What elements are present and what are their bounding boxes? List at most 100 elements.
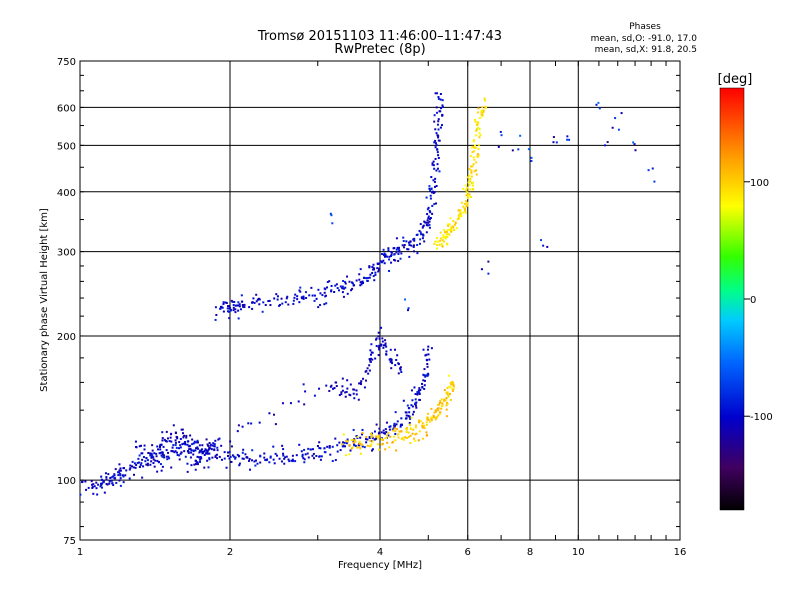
data-point <box>211 444 214 447</box>
data-point <box>170 466 173 469</box>
data-point <box>476 156 479 159</box>
data-point <box>302 296 305 299</box>
data-point <box>363 446 366 449</box>
data-point <box>468 174 471 177</box>
data-point <box>179 438 182 441</box>
data-point <box>606 141 609 144</box>
data-point <box>470 169 473 172</box>
data-point <box>358 273 361 276</box>
data-point <box>380 431 383 434</box>
data-point <box>397 246 400 249</box>
data-point <box>100 482 103 485</box>
data-point <box>439 237 442 240</box>
data-point <box>444 237 447 240</box>
data-point <box>344 391 347 394</box>
data-point <box>346 440 349 443</box>
data-point <box>291 458 294 461</box>
data-point <box>384 428 387 431</box>
data-point <box>135 445 138 448</box>
data-point <box>232 306 235 309</box>
data-point <box>428 220 431 223</box>
data-point <box>459 213 462 216</box>
y-tick-label: 75 <box>63 536 76 547</box>
data-point <box>118 469 121 472</box>
data-point <box>138 445 141 448</box>
data-point <box>207 448 210 451</box>
stats-line-x: mean, sd,X: 91.8, 20.5 <box>595 45 697 55</box>
data-point <box>315 454 318 457</box>
data-point <box>429 197 432 200</box>
data-point <box>331 445 334 448</box>
data-point <box>462 211 465 214</box>
x-tick-label: 16 <box>674 547 687 558</box>
data-point <box>429 189 432 192</box>
data-point <box>139 464 142 467</box>
data-point <box>468 178 471 181</box>
data-point <box>202 451 205 454</box>
data-point <box>167 451 170 454</box>
data-point <box>397 372 400 375</box>
data-point <box>651 167 654 170</box>
data-point <box>107 473 110 476</box>
data-point <box>441 405 444 408</box>
data-point <box>313 394 316 397</box>
data-point <box>465 205 468 208</box>
data-point <box>119 469 122 472</box>
data-point <box>187 451 190 454</box>
data-point <box>404 436 407 439</box>
data-point <box>458 213 461 216</box>
data-point <box>354 439 357 442</box>
data-point <box>428 209 431 212</box>
data-point <box>620 112 623 115</box>
data-point <box>477 107 480 110</box>
data-point <box>330 289 333 292</box>
data-point <box>340 443 343 446</box>
data-point <box>406 404 409 407</box>
data-point <box>421 237 424 240</box>
data-point <box>424 375 427 378</box>
data-point <box>196 461 199 464</box>
data-point <box>100 478 103 481</box>
data-point <box>395 248 398 251</box>
data-point <box>224 301 227 304</box>
data-point <box>344 282 347 285</box>
data-point <box>438 243 441 246</box>
data-point <box>394 364 397 367</box>
data-point <box>436 111 439 114</box>
data-point <box>196 463 199 466</box>
data-point <box>418 242 421 245</box>
data-point <box>416 233 419 236</box>
data-point <box>99 485 102 488</box>
data-point <box>199 460 202 463</box>
data-point <box>449 230 452 233</box>
data-point <box>437 407 440 410</box>
data-point <box>113 474 116 477</box>
data-point <box>473 146 476 149</box>
data-point <box>405 430 408 433</box>
data-point <box>367 372 370 375</box>
data-point <box>399 368 402 371</box>
data-point <box>328 444 331 447</box>
data-point <box>477 147 480 150</box>
data-point <box>338 394 341 397</box>
data-point <box>101 482 104 485</box>
data-point <box>159 443 162 446</box>
data-point <box>411 432 414 435</box>
data-point <box>358 446 361 449</box>
data-point <box>454 223 457 226</box>
data-point <box>351 438 354 441</box>
data-point <box>135 464 138 467</box>
data-point <box>159 444 162 447</box>
data-point <box>273 462 276 465</box>
data-point <box>348 280 351 283</box>
data-point <box>320 455 323 458</box>
data-point <box>421 424 424 427</box>
data-point <box>470 196 473 199</box>
data-point <box>342 279 345 282</box>
data-point <box>380 344 383 347</box>
data-point <box>378 344 381 347</box>
data-point <box>90 480 93 483</box>
data-point <box>283 462 286 465</box>
data-point <box>459 208 462 211</box>
axis-ticks: 1 2 4 6 8 10 16 75 100 200 300 400 500 600 750 <box>57 57 686 558</box>
